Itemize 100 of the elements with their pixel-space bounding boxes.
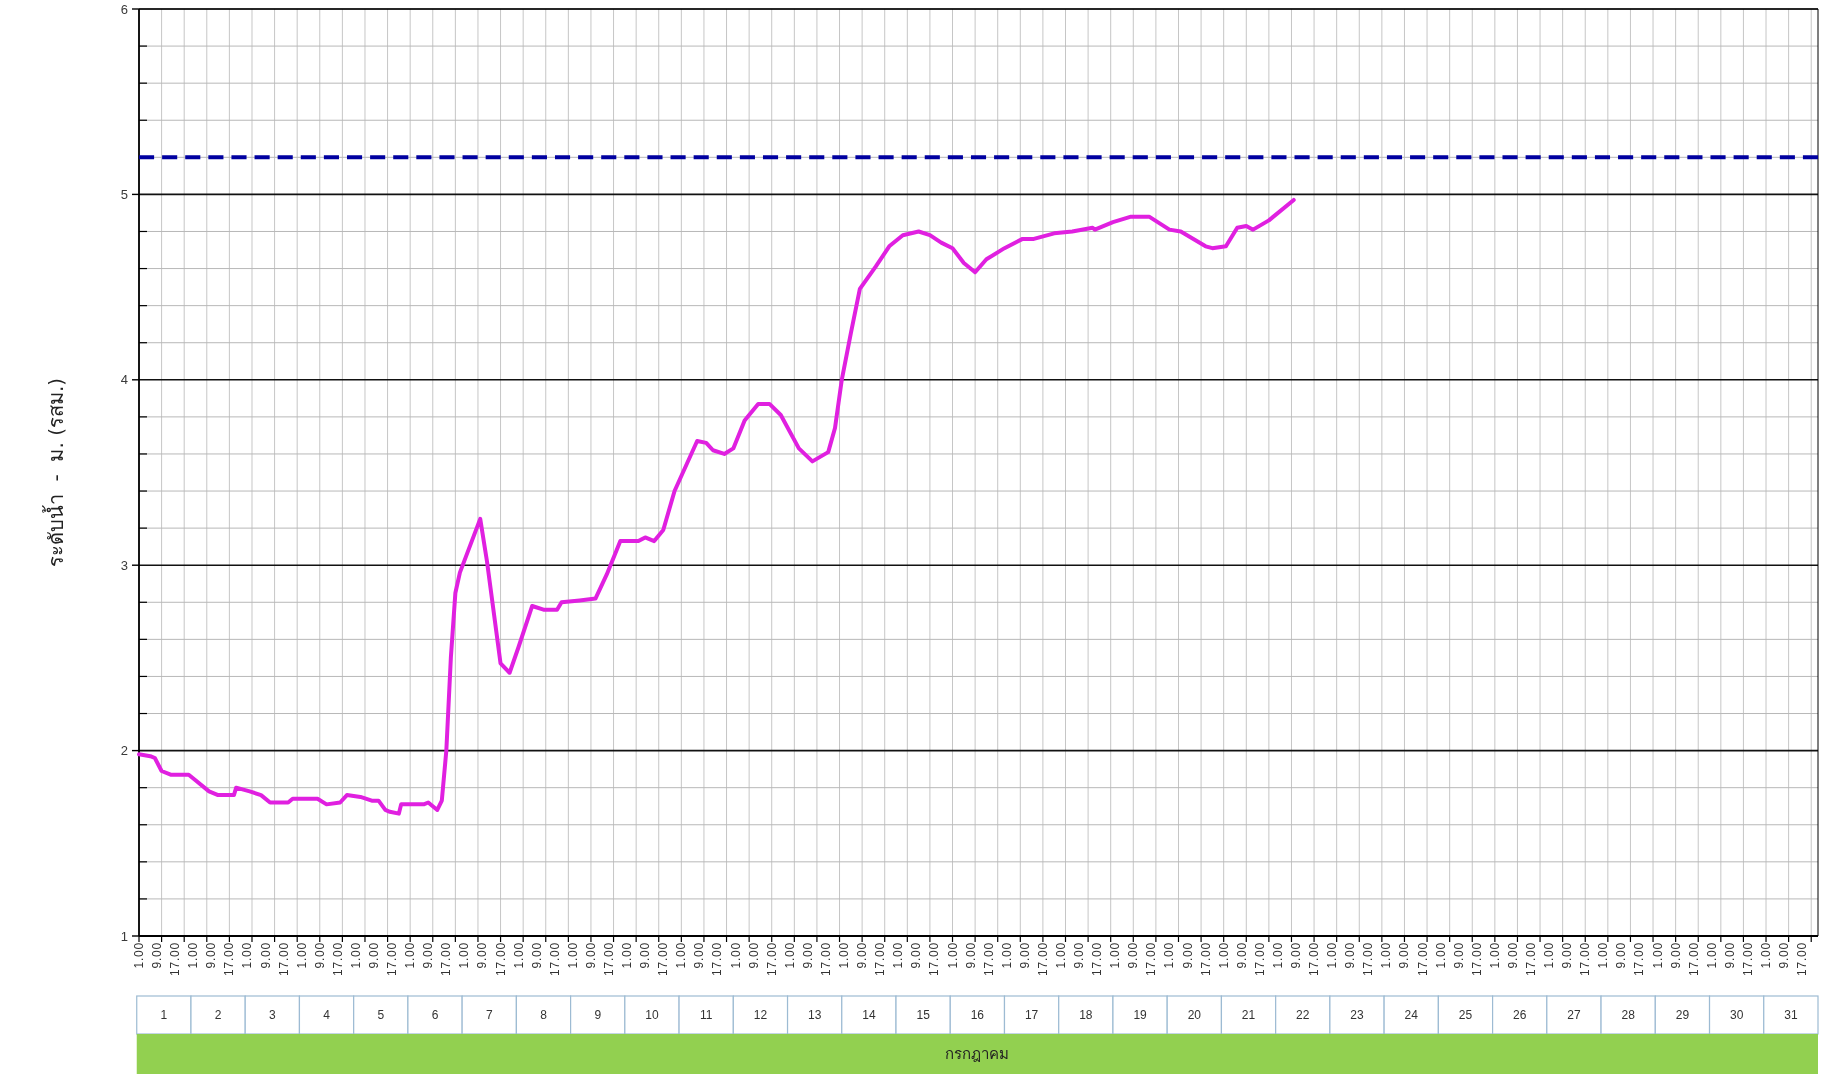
x-tick-label: 17.00 xyxy=(873,942,888,977)
x2-tick-label: 20 xyxy=(1187,1008,1202,1022)
x-tick-label: 1.00 xyxy=(1596,942,1611,969)
x-tick-label: 1.00 xyxy=(186,942,201,969)
x-tick-label: 9.00 xyxy=(909,942,924,969)
x-tick-label: 9.00 xyxy=(1505,942,1520,969)
x-tick-label: 17.00 xyxy=(168,942,183,977)
x-tick-label: 17.00 xyxy=(602,942,617,977)
x-tick-label: 1.00 xyxy=(891,942,906,969)
x-tick-label: 9.00 xyxy=(367,942,382,969)
x2-tick-label: 26 xyxy=(1513,1008,1527,1022)
x-tick-label: 9.00 xyxy=(1451,942,1466,969)
x-tick-label: 17.00 xyxy=(981,942,996,977)
x-tick-label: 17.00 xyxy=(222,942,237,977)
x-tick-label: 9.00 xyxy=(800,942,815,969)
x-tick-label: 17.00 xyxy=(1090,942,1105,977)
x-tick-label: 1.00 xyxy=(620,942,635,969)
x-tick-label: 17.00 xyxy=(1632,942,1647,977)
x-tick-label: 1.00 xyxy=(1325,942,1340,969)
x-tick-label: 9.00 xyxy=(692,942,707,969)
x2-tick-label: 31 xyxy=(1784,1008,1798,1022)
x-tick-label: 9.00 xyxy=(1343,942,1358,969)
x2-tick-label: 18 xyxy=(1079,1008,1093,1022)
x-tick-label: 9.00 xyxy=(1126,942,1141,969)
x-tick-label: 17.00 xyxy=(1415,942,1430,977)
x-tick-label: 9.00 xyxy=(1017,942,1032,969)
x-tick-label: 1.00 xyxy=(348,942,363,969)
x-tick-label: 9.00 xyxy=(1072,942,1087,969)
x-tick-label: 9.00 xyxy=(204,942,219,969)
x-tick-label: 1.00 xyxy=(1379,942,1394,969)
x-tick-label: 17.00 xyxy=(330,942,345,977)
x2-tick-label: 21 xyxy=(1241,1008,1256,1022)
x2-tick-label: 2 xyxy=(214,1008,222,1022)
x2-tick-label: 28 xyxy=(1621,1008,1636,1022)
x-tick-label: 17.00 xyxy=(1795,942,1810,977)
x2-tick-label: 8 xyxy=(540,1008,548,1022)
x-tick-label: 9.00 xyxy=(1289,942,1303,969)
x-tick-label: 9.00 xyxy=(1397,942,1412,969)
x-tick-label: 17.00 xyxy=(710,942,725,977)
x2-tick-label: 5 xyxy=(377,1008,385,1022)
y-tick-label: 1 xyxy=(120,928,128,944)
x2-tick-label: 17 xyxy=(1024,1008,1039,1022)
x2-tick-label: 29 xyxy=(1675,1008,1690,1022)
x-tick-label: 9.00 xyxy=(1614,942,1629,969)
x-tick-label: 17.00 xyxy=(1524,942,1539,977)
x-tick-label: 9.00 xyxy=(1722,942,1737,969)
x2-tick-label: 13 xyxy=(807,1008,822,1022)
x-tick-label: 9.00 xyxy=(312,942,327,969)
x-tick-label: 9.00 xyxy=(1777,942,1792,969)
x2-tick-label: 4 xyxy=(323,1008,331,1022)
x-tick-label: 1.00 xyxy=(1270,942,1285,969)
y-tick-label: 3 xyxy=(120,557,128,573)
x2-tick-label: 9 xyxy=(594,1008,602,1022)
x-tick-label: 1.00 xyxy=(1053,942,1068,969)
x-tick-label: 1.00 xyxy=(999,942,1014,969)
x-tick-label: 9.00 xyxy=(963,942,978,969)
x-tick-label: 17.00 xyxy=(1035,942,1050,977)
x2-tick-label: 12 xyxy=(753,1008,768,1022)
x-tick-label: 1.00 xyxy=(728,942,743,969)
x-tick-label: 9.00 xyxy=(1668,942,1683,969)
x-tick-label: 1.00 xyxy=(674,942,689,969)
x-tick-label: 1.00 xyxy=(1650,942,1665,969)
x-tick-label: 17.00 xyxy=(385,942,400,977)
x-tick-label: 1.00 xyxy=(945,942,960,969)
x2-tick-label: 24 xyxy=(1404,1008,1419,1022)
x-tick-label: 17.00 xyxy=(1144,942,1159,977)
x-tick-label: 9.00 xyxy=(258,942,273,969)
x2-tick-label: 14 xyxy=(862,1008,876,1022)
x-tick-label: 17.00 xyxy=(276,942,291,977)
x-tick-label: 9.00 xyxy=(746,942,761,969)
x2-tick-label: 3 xyxy=(268,1008,276,1022)
x-tick-label: 9.00 xyxy=(1180,942,1195,969)
x-tick-label: 9.00 xyxy=(855,942,870,969)
x-tick-label: 1.00 xyxy=(132,942,146,969)
x-tick-label: 1.00 xyxy=(1487,942,1502,969)
x-axis-title: กรกฎาคม xyxy=(945,1045,1010,1063)
x-tick-label: 1.00 xyxy=(1433,942,1448,969)
x-tick-label: 17.00 xyxy=(656,942,671,977)
x-tick-label: 1.00 xyxy=(1162,942,1177,969)
x-tick-label: 17.00 xyxy=(818,942,833,977)
x2-tick-label: 25 xyxy=(1458,1008,1473,1022)
x-tick-label: 17.00 xyxy=(493,942,508,977)
x-tick-label: 17.00 xyxy=(1469,942,1484,977)
x-tick-label: 1.00 xyxy=(1759,942,1774,969)
x2-tick-label: 16 xyxy=(970,1008,985,1022)
y-tick-label: 2 xyxy=(120,743,128,759)
x-tick-label: 17.00 xyxy=(764,942,779,977)
x-tick-label: 1.00 xyxy=(294,942,309,969)
x2-tick-label: 6 xyxy=(431,1008,439,1022)
x-tick-label: 1.00 xyxy=(457,942,472,969)
x2-tick-label: 15 xyxy=(916,1008,931,1022)
x-tick-label: 17.00 xyxy=(1740,942,1755,977)
x-tick-label: 1.00 xyxy=(403,942,418,969)
x-tick-label: 9.00 xyxy=(475,942,490,969)
x-tick-label: 9.00 xyxy=(583,942,598,969)
x-tick-label: 17.00 xyxy=(1686,942,1701,977)
x-tick-label: 9.00 xyxy=(1234,942,1249,969)
x-tick-label: 1.00 xyxy=(782,942,797,969)
x2-tick-label: 19 xyxy=(1133,1008,1148,1022)
x-tick-label: 1.00 xyxy=(1704,942,1719,969)
